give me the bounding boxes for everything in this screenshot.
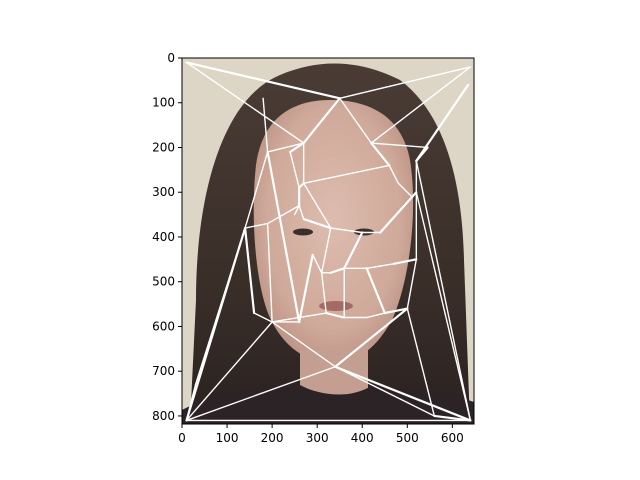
mesh-edge bbox=[243, 226, 256, 315]
mesh-edge bbox=[194, 227, 246, 386]
mesh-edge bbox=[379, 191, 418, 234]
mesh-edge bbox=[271, 321, 336, 368]
mesh-edge bbox=[302, 97, 341, 145]
mesh-edge bbox=[415, 191, 472, 422]
y-tick-label: 400 bbox=[152, 230, 175, 244]
mesh-edge bbox=[334, 307, 409, 368]
mesh-edge bbox=[415, 146, 429, 163]
x-tick-label: 0 bbox=[178, 431, 186, 445]
mesh-edge bbox=[302, 217, 332, 230]
mesh-edge bbox=[185, 383, 197, 422]
mesh-edge bbox=[392, 258, 418, 265]
x-tick-label: 300 bbox=[306, 431, 329, 445]
mesh-edge bbox=[334, 365, 472, 422]
y-tick-label: 200 bbox=[152, 140, 175, 154]
mesh-edge bbox=[185, 321, 273, 422]
x-axis: 0 100 200 300 400 500 600 bbox=[178, 424, 464, 445]
mesh-edge bbox=[365, 267, 386, 315]
x-tick-label: 600 bbox=[441, 431, 464, 445]
y-axis: 0 100 200 300 400 500 600 700 800 bbox=[152, 51, 182, 423]
mesh-edge bbox=[266, 142, 305, 153]
mesh-edge bbox=[293, 204, 300, 216]
mesh-edge bbox=[289, 151, 300, 189]
mesh-edge bbox=[244, 151, 269, 229]
image-eye-left bbox=[293, 228, 313, 236]
mesh-edge bbox=[329, 267, 346, 274]
mesh-edge bbox=[185, 61, 305, 144]
y-tick-label: 100 bbox=[152, 96, 175, 110]
axes-frame bbox=[181, 57, 475, 425]
mesh-edge bbox=[302, 164, 390, 184]
mesh-edge bbox=[244, 222, 269, 229]
y-tick-label: 300 bbox=[152, 185, 175, 199]
mesh-edge bbox=[406, 307, 436, 417]
mesh-edge bbox=[298, 204, 305, 220]
image-neck bbox=[300, 346, 368, 396]
mesh-edge bbox=[366, 263, 395, 269]
mesh-edge bbox=[370, 66, 472, 144]
mesh-edge bbox=[339, 66, 472, 99]
mesh-edge bbox=[366, 312, 386, 319]
mesh-edge bbox=[325, 311, 346, 319]
mesh-edge bbox=[320, 227, 332, 274]
image-clothing bbox=[182, 385, 474, 424]
plot-image bbox=[182, 58, 474, 424]
y-tick-label: 500 bbox=[152, 275, 175, 289]
mesh-edge bbox=[298, 253, 314, 324]
x-tick-label: 500 bbox=[396, 431, 419, 445]
image-lips bbox=[319, 301, 353, 311]
mesh-edge bbox=[185, 61, 341, 100]
mesh-edge bbox=[406, 258, 418, 310]
mesh-edge bbox=[370, 142, 429, 149]
y-tick-label: 800 bbox=[152, 409, 175, 423]
y-tick-label: 600 bbox=[152, 319, 175, 333]
mesh-edge bbox=[343, 231, 364, 270]
mesh-edge bbox=[266, 222, 273, 323]
mesh-edge bbox=[339, 97, 372, 144]
mesh-edge bbox=[397, 182, 413, 198]
mesh-edge bbox=[415, 160, 472, 422]
x-tick-label: 400 bbox=[351, 431, 374, 445]
mesh-edge bbox=[311, 254, 323, 274]
mesh-edge bbox=[266, 150, 301, 324]
y-tick-label: 700 bbox=[152, 364, 175, 378]
mesh-edge bbox=[330, 227, 363, 234]
mesh-edge bbox=[185, 366, 336, 422]
mesh-edge bbox=[383, 307, 409, 315]
x-tick-label: 200 bbox=[261, 431, 284, 445]
mesh-edge bbox=[302, 182, 332, 229]
mesh-edge bbox=[415, 83, 470, 163]
mesh-edge bbox=[253, 312, 273, 323]
mesh-edge bbox=[370, 141, 391, 167]
mesh-edge bbox=[334, 366, 436, 417]
mesh-edge bbox=[262, 97, 269, 153]
mesh-overlay bbox=[185, 61, 472, 422]
mesh-edge bbox=[433, 414, 472, 422]
mesh-edge bbox=[388, 164, 399, 184]
y-tick-label: 0 bbox=[167, 51, 175, 65]
mesh-edge bbox=[289, 141, 305, 154]
x-tick-label: 100 bbox=[216, 431, 239, 445]
mesh-edge bbox=[266, 204, 300, 225]
mesh-edge bbox=[320, 272, 327, 314]
